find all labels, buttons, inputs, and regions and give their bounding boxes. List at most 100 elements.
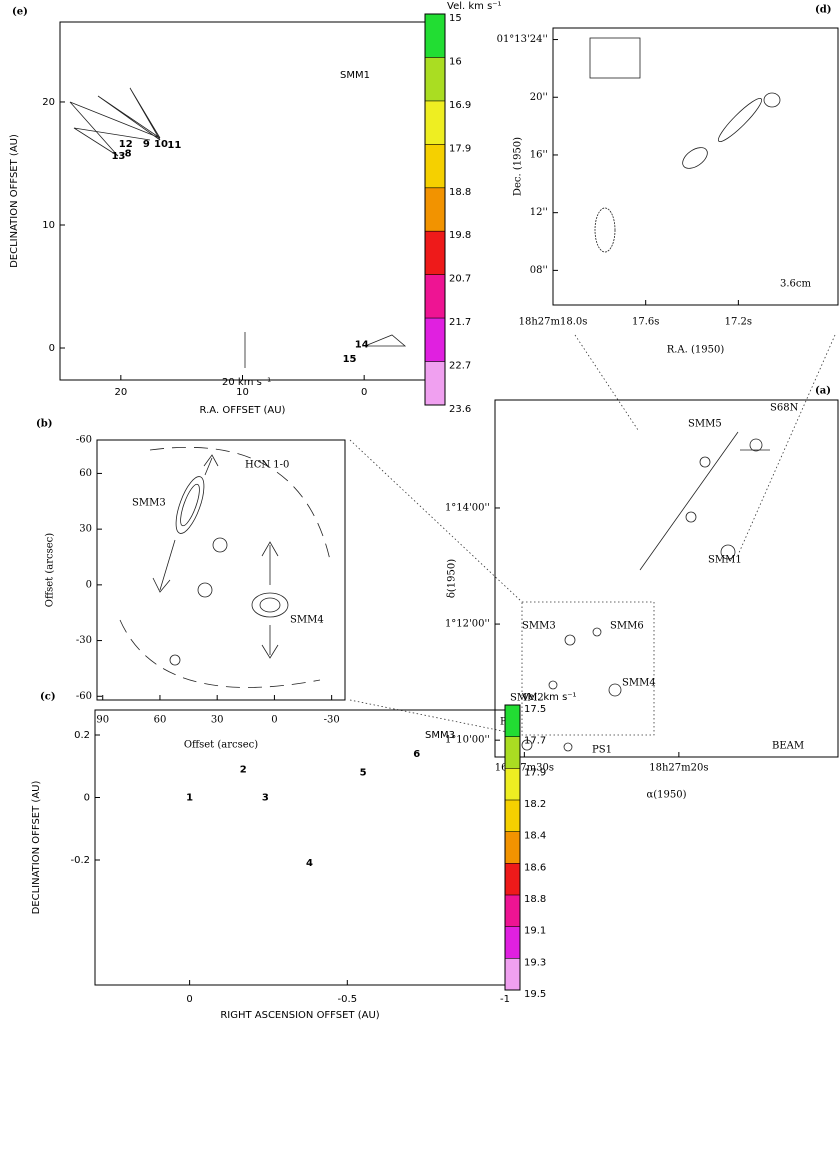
colorbar-label: 15 bbox=[449, 13, 462, 24]
x-axis-label: R.A. OFFSET (AU) bbox=[200, 405, 286, 416]
colorbar-label: 20.7 bbox=[449, 274, 471, 285]
y-tick-label: 0 bbox=[84, 793, 90, 804]
annotation: BEAM bbox=[772, 741, 804, 752]
colorbar-band bbox=[505, 895, 520, 927]
annotation: SMM4 bbox=[622, 678, 656, 689]
plot-frame bbox=[494, 399, 839, 758]
y-tick-label: 10 bbox=[42, 220, 55, 231]
colorbar-band bbox=[505, 705, 520, 737]
x-tick-label: 0 bbox=[361, 387, 367, 398]
point-label: 2 bbox=[240, 764, 247, 775]
plot-frame bbox=[96, 439, 346, 701]
y-tick-label: 0.2 bbox=[74, 730, 90, 741]
point-label: 1 bbox=[186, 793, 193, 804]
point-label: 14 bbox=[355, 339, 369, 350]
y-tick-label: 16'' bbox=[530, 149, 548, 160]
colorbar-band bbox=[505, 736, 520, 769]
colorbar-band bbox=[505, 926, 520, 959]
panel-label: (a) bbox=[815, 386, 831, 397]
point-label: 10 bbox=[154, 139, 168, 150]
x-tick-label: 60 bbox=[154, 715, 167, 726]
colorbar-label: 17.9 bbox=[524, 767, 546, 778]
colorbar-band bbox=[505, 768, 520, 800]
colorbar-label: 18.4 bbox=[524, 831, 546, 842]
y-tick-label: 12'' bbox=[530, 207, 548, 218]
annotation: SMM4 bbox=[290, 615, 324, 626]
colorbar-label: 18.2 bbox=[524, 799, 546, 810]
x-axis-label: RIGHT ASCENSION OFFSET (AU) bbox=[220, 1010, 379, 1021]
x-tick-label: -1 bbox=[500, 994, 510, 1005]
x-tick-label: 16h27m30s bbox=[495, 763, 554, 774]
y-tick-label: -60 bbox=[76, 435, 92, 446]
y-tick-label: 30 bbox=[79, 524, 92, 535]
x-tick-label: 10 bbox=[236, 387, 249, 398]
plot-frame bbox=[59, 21, 426, 381]
annotation: SMM1 bbox=[340, 70, 370, 81]
annotation: SMM3 bbox=[522, 621, 556, 632]
y-tick-label: 0 bbox=[86, 579, 92, 590]
plot-frame bbox=[552, 27, 839, 306]
annotation: 3.6cm bbox=[780, 279, 812, 290]
colorbar-label: 16 bbox=[449, 56, 462, 67]
y-tick-label: 60 bbox=[79, 468, 92, 479]
point-label: 8 bbox=[125, 149, 132, 160]
y-tick-label: 1°14'00'' bbox=[445, 502, 490, 513]
colorbar-band bbox=[425, 144, 445, 188]
y-tick-label: -60 bbox=[76, 691, 92, 702]
y-axis-label: Dec. (1950) bbox=[513, 137, 524, 196]
colorbar-label: 19.3 bbox=[524, 957, 546, 968]
point-label: 11 bbox=[167, 140, 181, 151]
x-tick-label: 20 bbox=[114, 387, 127, 398]
annotation: SMM2 bbox=[510, 693, 544, 704]
colorbar-title: Vel. km s⁻¹ bbox=[447, 1, 502, 12]
y-tick-label: 0 bbox=[49, 343, 55, 354]
x-tick-label: 18h27m20s bbox=[649, 763, 708, 774]
x-tick-label: -30 bbox=[324, 715, 340, 726]
x-axis-label: R.A. (1950) bbox=[667, 345, 725, 356]
colorbar-band bbox=[505, 831, 520, 864]
colorbar-band bbox=[425, 274, 445, 319]
colorbar-label: 21.7 bbox=[449, 317, 471, 328]
x-tick-label: 30 bbox=[211, 715, 224, 726]
point-label: 12 bbox=[119, 139, 133, 150]
colorbar-band bbox=[505, 863, 520, 895]
panel-label: (c) bbox=[40, 692, 56, 703]
annotation: S68N bbox=[770, 403, 799, 414]
y-tick-label: 20 bbox=[42, 97, 55, 108]
y-axis-label: DECLINATION OFFSET (AU) bbox=[9, 134, 20, 268]
point-label: 15 bbox=[343, 354, 357, 365]
colorbar-label: 17.7 bbox=[524, 736, 546, 747]
decoration bbox=[69, 37, 836, 752]
x-tick-label: 0 bbox=[271, 715, 277, 726]
annotation: SMM1 bbox=[708, 555, 742, 566]
y-tick-label: -30 bbox=[76, 635, 92, 646]
annotation: SMM3 bbox=[425, 730, 455, 741]
plot-frame bbox=[94, 709, 506, 986]
colorbar-label: 16.9 bbox=[449, 100, 471, 111]
y-tick-label: 1°10'00'' bbox=[445, 735, 490, 746]
colorbar-label: 18.8 bbox=[449, 187, 471, 198]
annotation: HCN 1-0 bbox=[245, 460, 289, 471]
colorbar-label: 19.1 bbox=[524, 926, 546, 937]
y-axis-label: Offset (arcsec) bbox=[45, 533, 56, 607]
colorbar-band bbox=[505, 958, 520, 990]
colorbar-band bbox=[425, 231, 445, 275]
colorbar-band bbox=[425, 187, 445, 232]
colorbar-label: 22.7 bbox=[449, 361, 471, 372]
panel-label: (b) bbox=[36, 419, 52, 430]
colorbar-band bbox=[425, 318, 445, 362]
colorbar-band bbox=[425, 361, 445, 405]
x-tick-label: 18h27m18.0s bbox=[519, 317, 588, 328]
colorbar-band bbox=[425, 14, 445, 58]
panel-label: (d) bbox=[815, 5, 831, 16]
y-axis-label: δ(1950) bbox=[447, 559, 458, 598]
colorbar-title: Vel. km s⁻¹ bbox=[522, 692, 577, 703]
colorbar-band bbox=[505, 800, 520, 832]
x-tick-label: 17.6s bbox=[632, 317, 659, 328]
annotation: SMM6 bbox=[610, 621, 644, 632]
colorbar-label: 18.8 bbox=[524, 894, 546, 905]
annotation: SMM5 bbox=[688, 419, 722, 430]
point-label: 13 bbox=[111, 151, 125, 162]
colorbar-label: 17.5 bbox=[524, 704, 546, 715]
